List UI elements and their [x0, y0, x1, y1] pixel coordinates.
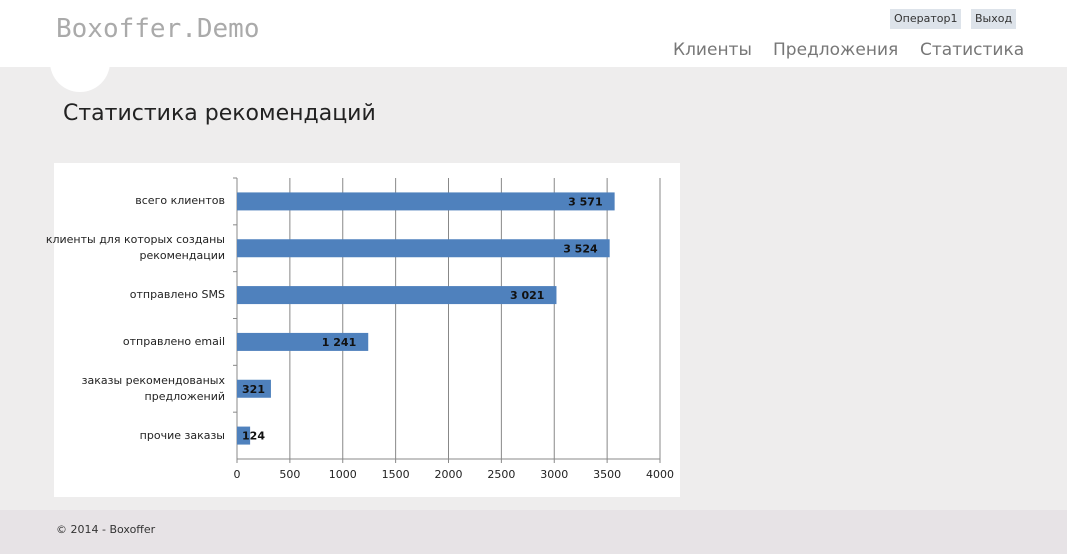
- x-tick-label: 3500: [593, 468, 621, 481]
- data-label: 3 021: [510, 289, 544, 302]
- logo[interactable]: Boxoffer.Demo: [56, 14, 260, 44]
- x-tick-label: 1500: [382, 468, 410, 481]
- nav-link[interactable]: Предложения: [773, 40, 899, 60]
- bar: [237, 286, 557, 305]
- data-label: 124: [242, 430, 265, 443]
- chart: 0 500 1000 1500 2000 2500 3000 3500 4000 3 571 3 5…: [233, 177, 674, 481]
- y-tick-label: заказы рекомендованых предложений: [81, 373, 225, 403]
- y-tick-label: клиенты для которых созданы рекомендации: [45, 233, 225, 263]
- y-tick-label: всего клиентов: [135, 194, 225, 208]
- x-tick-label: 0: [234, 468, 241, 481]
- footer-text: © 2014 - Boxoffer: [56, 523, 156, 536]
- footer: © 2014 - Boxoffer: [0, 510, 1067, 554]
- logout-button[interactable]: Выход: [971, 9, 1017, 29]
- x-tick-label: 500: [279, 468, 300, 481]
- x-tick-label: 1000: [329, 468, 357, 481]
- data-label: 3 524: [563, 242, 598, 255]
- x-tick-label: 4000: [646, 468, 674, 481]
- nav-link[interactable]: Статистика: [920, 40, 1025, 60]
- x-tick-label: 3000: [540, 468, 568, 481]
- chart-panel: 0 500 1000 1500 2000 2500 3000 3500 4000 3 571 3 5…: [46, 163, 680, 497]
- data-label: 3 571: [568, 195, 602, 208]
- data-label: 1 241: [322, 336, 356, 349]
- y-tick-label: отправлено SMS: [129, 288, 225, 302]
- x-tick-label: 2500: [487, 468, 515, 481]
- user-button[interactable]: Оператор1: [890, 9, 962, 29]
- bar: [237, 192, 615, 211]
- y-tick-label: отправлено email: [122, 334, 225, 348]
- bar: [237, 426, 251, 445]
- bar: [237, 379, 271, 398]
- x-tick-label: 2000: [435, 468, 463, 481]
- bar: [237, 239, 610, 258]
- header: Boxoffer.Demo Оператор1 Выход Клиенты Пр…: [0, 0, 1067, 67]
- y-tick-label: прочие заказы: [139, 428, 225, 442]
- data-label: 321: [242, 383, 265, 396]
- nav-link[interactable]: Клиенты: [673, 40, 752, 60]
- bar: [237, 332, 369, 351]
- page-title: Статистика рекомендаций: [63, 101, 376, 126]
